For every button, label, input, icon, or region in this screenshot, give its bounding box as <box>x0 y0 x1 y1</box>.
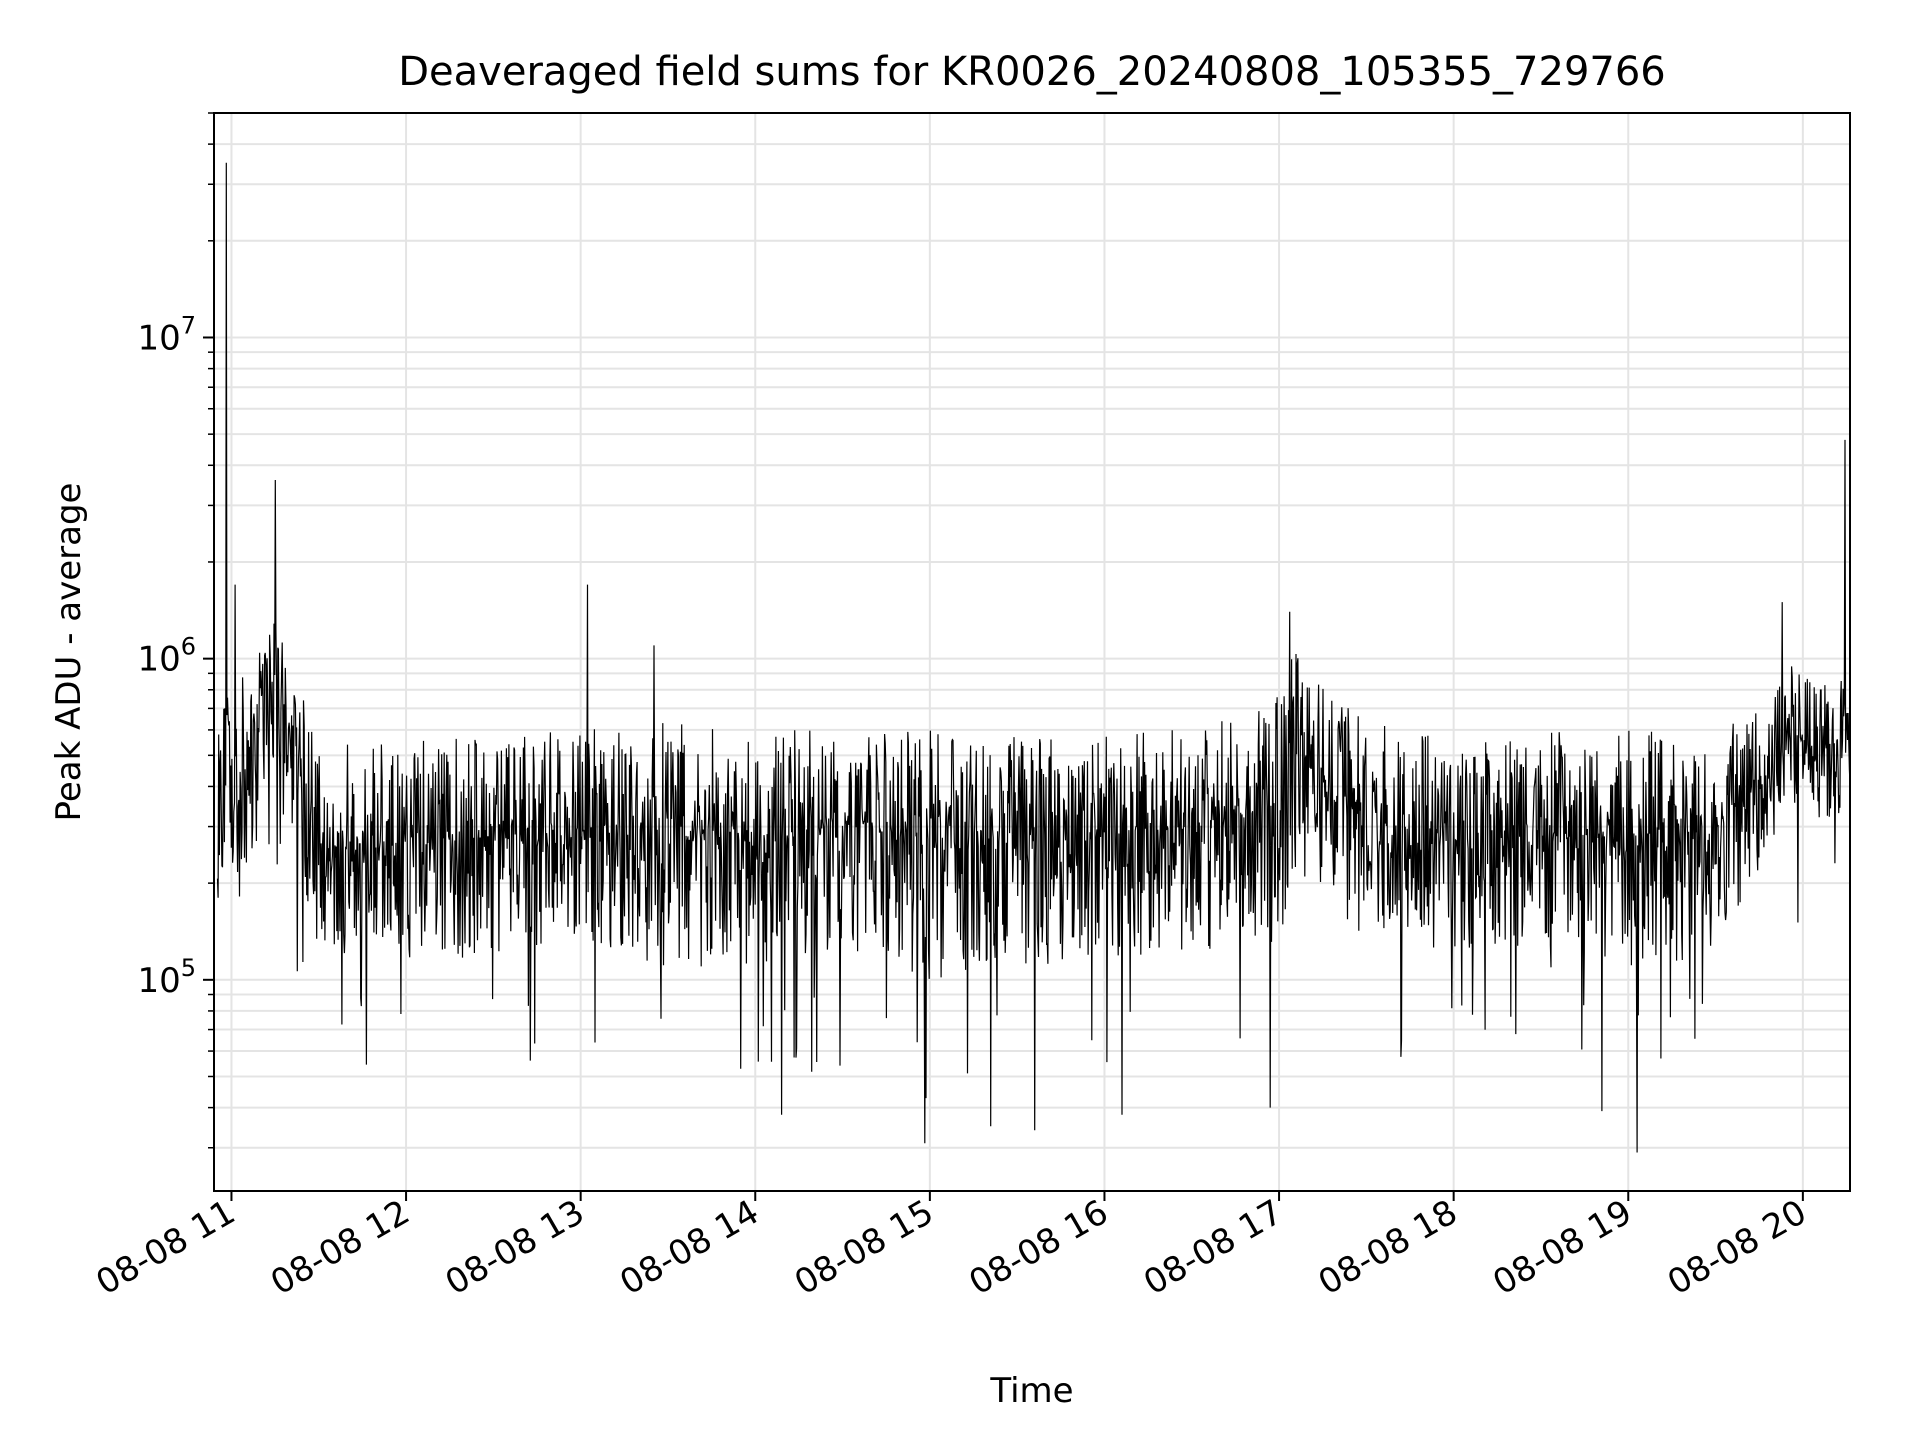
plot-frame <box>213 112 1851 1192</box>
series-line <box>216 162 1850 1153</box>
x-tick-label: 08-08 17 <box>1137 1192 1289 1303</box>
x-tick-label: 08-08 19 <box>1486 1192 1638 1303</box>
x-tick-label: 08-08 13 <box>439 1192 591 1303</box>
x-tick-label: 08-08 15 <box>788 1192 940 1303</box>
x-axis-label: Time <box>989 1371 1073 1411</box>
chart-title: Deaveraged field sums for KR0026_2024080… <box>398 49 1666 95</box>
y-axis: 105 106 107 <box>137 112 214 1149</box>
x-tick-label: 08-08 14 <box>613 1192 765 1303</box>
y-tick-label: 107 <box>137 311 196 358</box>
x-tick-label: 08-08 11 <box>90 1192 242 1303</box>
y-axis-label: Peak ADU - average <box>49 483 89 822</box>
x-tick-label: 08-08 12 <box>264 1192 416 1303</box>
x-tick-label: 08-08 18 <box>1312 1192 1464 1303</box>
x-axis: 08-08 11 08-08 12 08-08 13 08-08 14 08-08 15… <box>90 1191 1813 1303</box>
x-tick-label: 08-08 16 <box>963 1192 1115 1303</box>
x-tick-label: 08-08 20 <box>1661 1192 1813 1303</box>
y-tick-label: 106 <box>137 633 196 680</box>
grid-lines <box>214 112 1850 1191</box>
y-tick-label: 105 <box>137 954 196 1001</box>
plot-area <box>216 162 1850 1153</box>
